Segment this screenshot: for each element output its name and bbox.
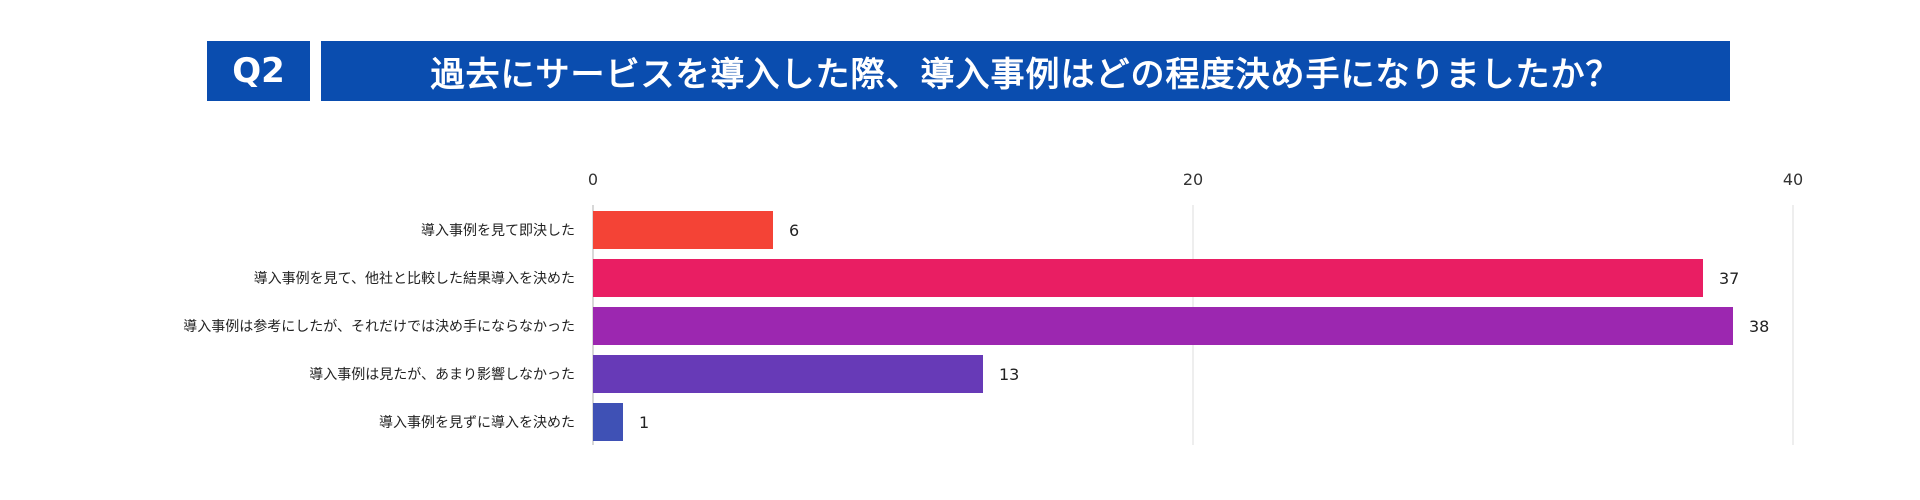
question-number-badge: Q2 [207, 41, 310, 101]
category-label: 導入事例を見ずに導入を決めた [379, 415, 575, 431]
x-tick-label: 20 [1183, 170, 1203, 189]
data-label: 38 [1749, 317, 1769, 336]
bar [593, 307, 1733, 345]
category-label: 導入事例は参考にしたが、それだけでは決め手にならなかった [183, 318, 575, 335]
bar [593, 355, 983, 393]
category-label: 導入事例を見て即決した [421, 223, 575, 239]
category-label: 導入事例を見て、他社と比較した結果導入を決めた [254, 271, 575, 287]
x-tick-label: 0 [588, 170, 598, 189]
question-title: 過去にサービスを導入した際、導入事例はどの程度決め手になりましたか？ [321, 41, 1730, 101]
bar [593, 403, 623, 441]
bar [593, 211, 773, 249]
data-label: 1 [639, 413, 649, 432]
x-tick-label: 40 [1783, 170, 1803, 189]
category-label: 導入事例は見たが、あまり影響しなかった [309, 366, 575, 383]
data-label: 6 [789, 221, 799, 240]
bar [593, 259, 1703, 297]
data-label: 13 [999, 365, 1019, 384]
data-label: 37 [1719, 269, 1739, 288]
